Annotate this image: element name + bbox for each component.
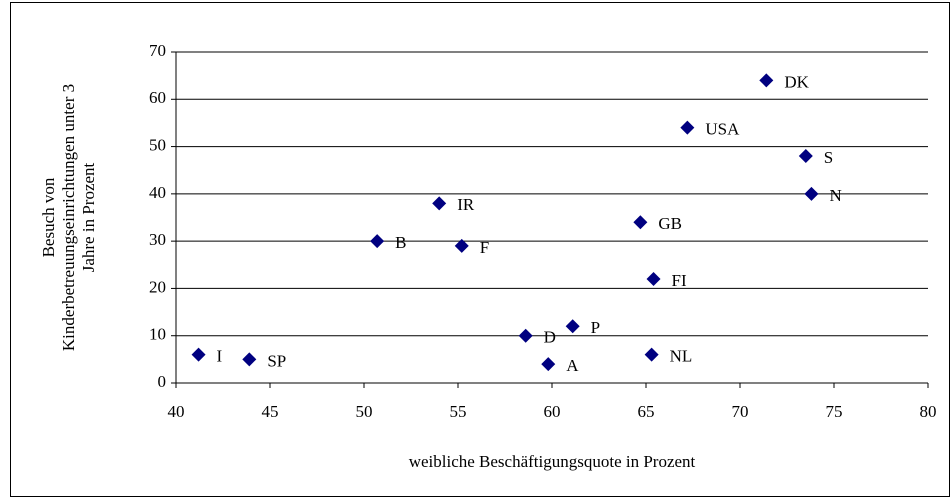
point — [242, 352, 257, 367]
point-label: USA — [705, 120, 740, 139]
y-axis-label: Kinderbetreuungseinrichtungen unter 3 — [59, 84, 78, 351]
point-label: SP — [267, 351, 286, 370]
y-tick-label: 20 — [149, 277, 166, 296]
point — [798, 149, 813, 164]
point — [646, 271, 661, 286]
point — [541, 357, 556, 372]
point-label: NL — [670, 347, 693, 366]
y-tick-label: 60 — [149, 88, 166, 107]
y-tick-label: 30 — [149, 230, 166, 249]
y-axis-label: Jahre in Prozent — [79, 162, 98, 272]
point-label: GB — [658, 214, 682, 233]
point — [454, 238, 469, 253]
point-label: D — [544, 328, 556, 347]
y-tick-label: 40 — [149, 183, 166, 202]
point-label: A — [566, 356, 579, 375]
x-tick-label: 45 — [262, 402, 279, 421]
point-label: N — [829, 186, 841, 205]
x-axis-label: weibliche Beschäftigungsquote in Prozent — [409, 452, 696, 471]
point — [759, 73, 774, 88]
x-tick-label: 70 — [732, 402, 749, 421]
chart-frame — [10, 2, 950, 497]
x-tick-label: 80 — [920, 402, 937, 421]
y-tick-label: 10 — [149, 325, 166, 344]
y-tick-label: 50 — [149, 135, 166, 154]
y-tick-label: 0 — [158, 372, 167, 391]
point-label: B — [395, 233, 406, 252]
point-label: IR — [457, 195, 475, 214]
point — [644, 347, 659, 362]
point-label: FI — [672, 271, 687, 290]
point-label: S — [824, 148, 833, 167]
x-tick-label: 50 — [356, 402, 373, 421]
point — [680, 120, 695, 135]
point — [565, 319, 580, 334]
point — [432, 196, 447, 211]
point-label: F — [480, 238, 489, 257]
x-tick-label: 60 — [544, 402, 561, 421]
y-tick-label: 70 — [149, 41, 166, 60]
point-label: I — [217, 347, 223, 366]
point — [370, 234, 385, 249]
point — [518, 328, 533, 343]
point — [804, 186, 819, 201]
x-tick-label: 75 — [826, 402, 843, 421]
point-label: P — [591, 318, 600, 337]
x-tick-label: 55 — [450, 402, 467, 421]
point — [633, 215, 648, 230]
point — [191, 347, 206, 362]
y-axis-label: Besuch von — [39, 177, 58, 257]
x-tick-label: 65 — [638, 402, 655, 421]
x-tick-label: 40 — [168, 402, 185, 421]
point-label: DK — [784, 72, 809, 91]
